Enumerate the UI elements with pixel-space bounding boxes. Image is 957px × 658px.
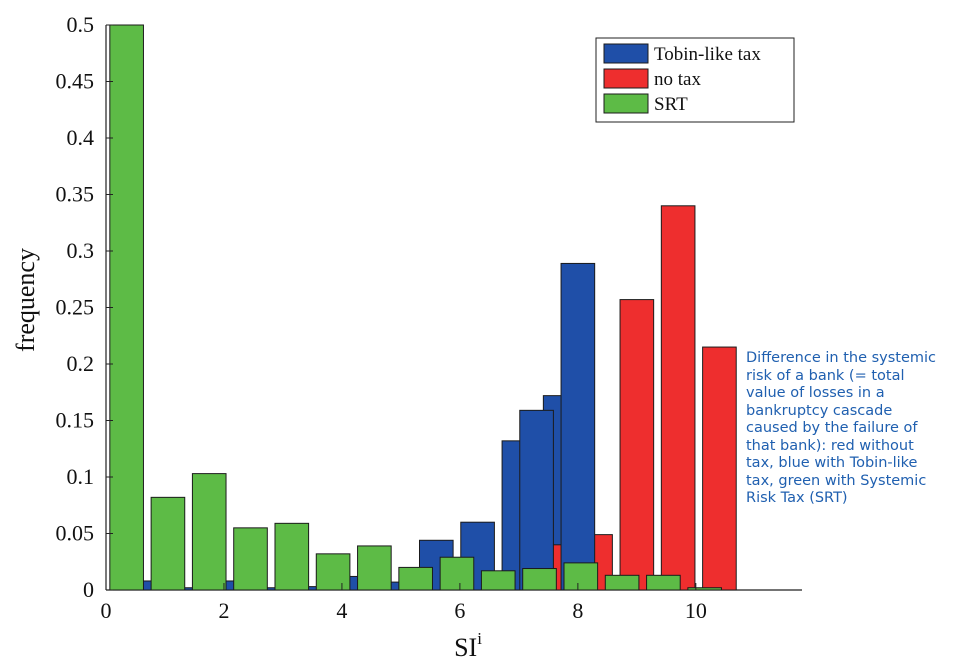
srt-bar	[109, 24, 144, 591]
bars	[109, 24, 737, 591]
srt-bar	[439, 556, 475, 591]
legend-swatch	[603, 93, 649, 114]
x-tick-label: 2	[218, 598, 229, 623]
srt-bar	[150, 496, 186, 591]
srt-bar	[274, 522, 310, 591]
legend-swatch	[603, 68, 649, 89]
y-tick-label: 0.5	[67, 12, 95, 37]
y-tick-label: 0.25	[56, 295, 95, 320]
srt-bar	[563, 562, 599, 591]
legend-label: SRT	[654, 94, 688, 115]
srt-bar	[604, 574, 640, 591]
tobin-like-tax-bar	[560, 262, 596, 591]
caption: Difference in the systemic risk of a ban…	[746, 350, 937, 506]
x-axis-label-base: SI	[454, 633, 477, 658]
legend: Tobin-like tax no tax SRT	[595, 37, 795, 123]
tick-labels: 0 2 4 6 8 10 0 0.05 0.1 0.15 0.2 0.25 0.3 0.35 0.4 0.45…	[56, 12, 707, 623]
legend-swatch	[603, 43, 649, 64]
y-tick-label: 0.4	[67, 125, 95, 150]
x-tick-label: 10	[685, 598, 707, 623]
x-axis-label: SIi	[454, 629, 482, 658]
srt-bar	[233, 527, 268, 591]
srt-bar	[315, 553, 351, 591]
y-tick-label: 0.2	[67, 351, 95, 376]
y-axis-label: frequency	[11, 248, 40, 352]
srt-bar	[687, 587, 722, 591]
srt-bar	[522, 568, 557, 591]
srt-bar	[398, 566, 433, 591]
no-tax-bar	[702, 346, 737, 591]
srt-bar	[646, 574, 681, 591]
y-tick-label: 0.15	[56, 408, 95, 433]
srt-bar	[191, 473, 227, 591]
srt-bar	[480, 570, 516, 591]
legend-label: no tax	[654, 69, 701, 90]
legend-label: Tobin-like tax	[654, 44, 761, 65]
y-tick-label: 0.45	[56, 69, 95, 94]
x-tick-label: 6	[454, 598, 465, 623]
y-tick-label: 0	[83, 577, 94, 602]
tobin-like-tax-bar	[519, 409, 554, 591]
srt-bar	[357, 545, 392, 591]
y-tick-label: 0.3	[67, 238, 95, 263]
no-tax-bar	[660, 205, 696, 591]
y-tick-label: 0.35	[56, 182, 95, 207]
x-tick-label: 8	[572, 598, 583, 623]
no-tax-bar	[619, 299, 655, 591]
x-tick-label: 4	[336, 598, 347, 623]
x-tick-label: 0	[101, 598, 112, 623]
x-axis-label-sup: i	[477, 629, 482, 648]
y-tick-label: 0.05	[56, 521, 95, 546]
y-tick-label: 0.1	[67, 464, 95, 489]
